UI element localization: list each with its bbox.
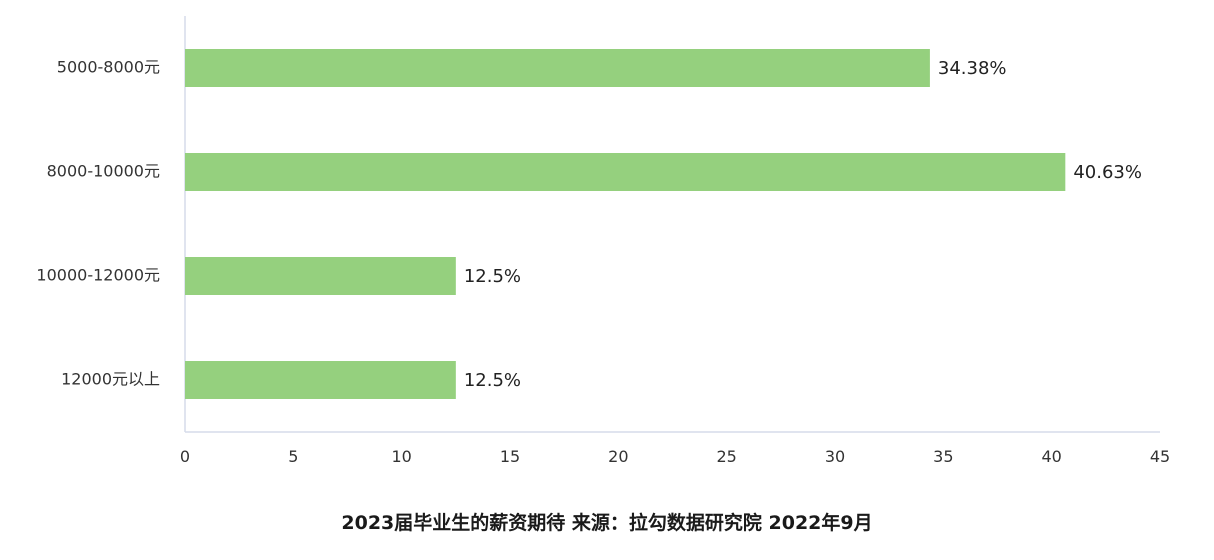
category-label: 8000-10000元 <box>47 162 160 181</box>
x-tick-label: 15 <box>500 447 520 466</box>
category-label: 10000-12000元 <box>36 266 160 285</box>
x-tick-label: 40 <box>1041 447 1061 466</box>
category-label: 12000元以上 <box>61 370 160 389</box>
x-tick-label: 35 <box>933 447 953 466</box>
bar-chart: 5000-8000元 8000-10000元 10000-12000元 12000元以… <box>36 16 1170 466</box>
x-tick-label: 45 <box>1150 447 1170 466</box>
bar <box>185 257 456 295</box>
x-tick-label: 30 <box>825 447 845 466</box>
data-label: 12.5% <box>464 370 521 391</box>
x-tick-label: 25 <box>716 447 736 466</box>
data-label: 12.5% <box>464 266 521 287</box>
x-tick-label: 5 <box>288 447 298 466</box>
chart-caption: 2023届毕业生的薪资期待 来源：拉勾数据研究院 2022年9月 <box>341 512 873 534</box>
x-tick-label: 0 <box>180 447 190 466</box>
bar <box>185 49 930 87</box>
category-label: 5000-8000元 <box>57 58 160 77</box>
x-tick-label: 10 <box>391 447 411 466</box>
data-label: 34.38% <box>938 58 1007 79</box>
bar <box>185 361 456 399</box>
bar <box>185 153 1066 191</box>
data-label: 40.63% <box>1073 162 1142 183</box>
x-tick-label: 20 <box>608 447 628 466</box>
